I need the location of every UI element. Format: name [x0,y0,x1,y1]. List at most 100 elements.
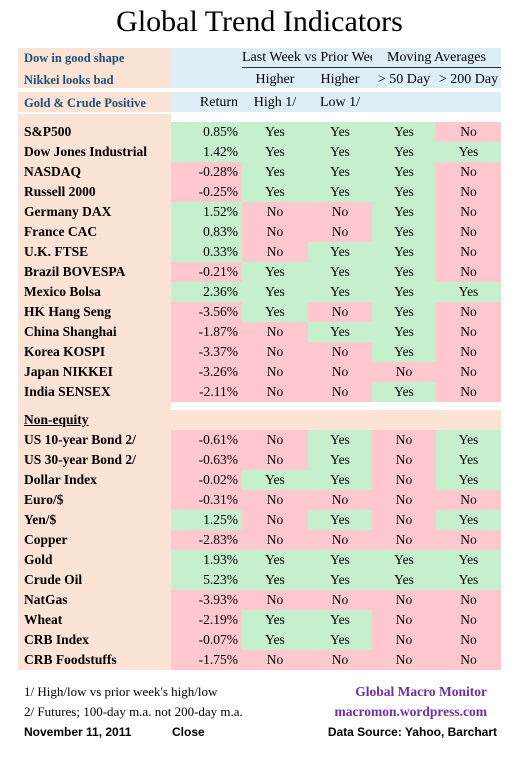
row-higher-low: Yes [308,142,372,162]
row-name: CRB Index [18,630,171,650]
row-name: Dollar Index [18,470,171,490]
table-row: CRB Foodstuffs -1.75% No No No No [18,650,501,670]
page-title: Global Trend Indicators [116,5,403,38]
row-return: -0.31% [171,490,242,510]
row-higher-low: No [308,650,372,670]
row-higher-low: Yes [308,430,372,450]
row-ma50: Yes [372,302,436,322]
table-row: Copper -2.83% No No No No [18,530,501,550]
row-higher-high: No [242,362,308,382]
row-return: 5.23% [171,570,242,590]
row-higher-high: No [242,322,308,342]
row-higher-high: No [242,382,308,402]
row-higher-low: Yes [308,510,372,530]
footer-row-3: November 11, 2011 Close Data Source: Yah… [18,722,501,742]
row-higher-low: Yes [308,242,372,262]
row-ma200: No [436,630,501,650]
row-higher-high: Yes [242,182,308,202]
row-ma50: Yes [372,242,436,262]
row-higher-low: Yes [308,122,372,142]
section-spacer [18,402,501,410]
row-ma200: No [436,222,501,242]
row-ma50: No [372,610,436,630]
row-ma200: Yes [436,510,501,530]
header-low: Low 1/ [308,92,372,112]
section-fill [171,410,501,430]
row-ma200: Yes [436,142,501,162]
row-higher-low: Yes [308,322,372,342]
row-higher-low: No [308,530,372,550]
row-higher-high: Yes [242,302,308,322]
row-ma50: No [372,590,436,610]
table-row: US 30-year Bond 2/-0.63% No Yes No Yes [18,450,501,470]
table-row: HK Hang Seng -3.56% Yes No Yes No [18,302,501,322]
site-link[interactable]: macromon.wordpress.com [334,704,487,719]
spacer-cell [18,114,171,122]
row-ma200: No [436,610,501,630]
footer: 1/ High/low vs prior week's high/low Glo… [18,682,501,742]
row-ma200: No [436,590,501,610]
row-higher-low: Yes [308,182,372,202]
row-return: -3.93% [171,590,242,610]
row-return: -0.02% [171,470,242,490]
row-higher-low: No [308,222,372,242]
row-return: -1.87% [171,322,242,342]
row-name: S&P500 [18,122,171,142]
row-higher-low: No [308,342,372,362]
row-ma50: No [372,450,436,470]
table-row: CRB Index -0.07% Yes Yes No No [18,630,501,650]
row-ma200: No [436,262,501,282]
table-row: Mexico Bolsa 2.36% Yes Yes Yes Yes [18,282,501,302]
header-ma50: > 50 Day [372,68,436,88]
section-row: Non-equity [18,410,501,430]
non-equity-rows: US 10-year Bond 2/-0.61% No Yes No Yes US 30-… [18,430,501,670]
row-higher-low: Yes [308,610,372,630]
row-name: France CAC [18,222,171,242]
row-higher-low: Yes [308,450,372,470]
table-row: Dollar Index -0.02% Yes Yes No Yes [18,470,501,490]
header-row-3: Gold & Crude Positive Return High 1/ Low… [18,92,501,114]
row-higher-high: No [242,530,308,550]
row-higher-low: Yes [308,162,372,182]
row-return: -2.83% [171,530,242,550]
row-higher-high: Yes [242,142,308,162]
equity-rows: S&P500 0.85% Yes Yes Yes No Dow Jones Industri… [18,122,501,402]
row-higher-high: Yes [242,282,308,302]
group2-label: Moving Averages [372,48,501,68]
row-ma200: Yes [436,430,501,450]
table-row: Japan NIKKEI -3.26% No No No No [18,362,501,382]
row-higher-high: No [242,510,308,530]
header-note-1: Dow in good shape [18,48,171,68]
group1-header-cell: Last Week vs Prior Week [171,48,372,68]
row-ma50: No [372,510,436,530]
row-return: -2.11% [171,382,242,402]
row-higher-low: No [308,302,372,322]
row-ma50: Yes [372,142,436,162]
row-higher-high: Yes [242,610,308,630]
row-higher-high: No [242,242,308,262]
row-higher-high: Yes [242,550,308,570]
row-ma50: Yes [372,570,436,590]
row-higher-high: No [242,490,308,510]
row-name: Korea KOSPI [18,342,171,362]
row-return: 1.42% [171,142,242,162]
row-return: -0.28% [171,162,242,182]
row-ma200: No [436,242,501,262]
row-return: -2.19% [171,610,242,630]
row-return: 1.52% [171,202,242,222]
header-higher-1: Higher [242,68,308,88]
row-higher-low: No [308,202,372,222]
header-high: High 1/ [242,92,308,112]
table-row: NASDAQ -0.28% Yes Yes Yes No [18,162,501,182]
row-name: NatGas [18,590,171,610]
row-return: 0.33% [171,242,242,262]
row-ma50: Yes [372,162,436,182]
row-return: -1.75% [171,650,242,670]
section-spacer-cell [18,402,171,410]
row-higher-high: Yes [242,470,308,490]
row-name: HK Hang Seng [18,302,171,322]
row-ma200: No [436,342,501,362]
row-ma50: No [372,650,436,670]
table-row: Russell 2000 -0.25% Yes Yes Yes No [18,182,501,202]
row-ma200: Yes [436,550,501,570]
